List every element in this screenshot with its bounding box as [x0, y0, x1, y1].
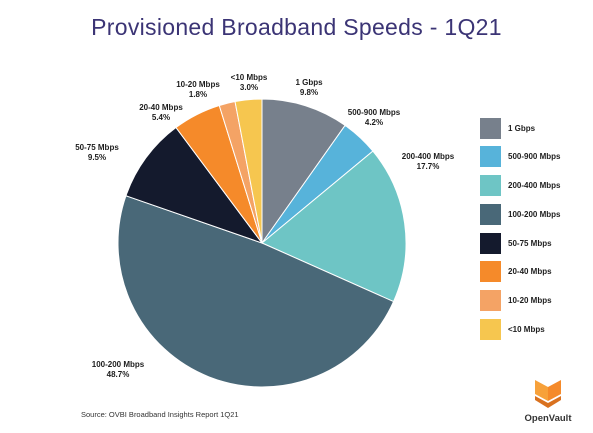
legend-label: 10-20 Mbps: [508, 296, 552, 306]
slice-label-200-400-mbps: 200-400 Mbps 17.7%: [402, 152, 454, 171]
legend-swatch: [480, 319, 501, 341]
pie-slice-1-gbps: [261, 98, 346, 245]
slice-label-lt-10-mbps: <10 Mbps 3.0%: [231, 73, 268, 92]
legend-swatch: [480, 175, 501, 197]
slice-label-name: 200-400 Mbps: [401, 152, 455, 161]
slice-label-value: 4.2%: [364, 117, 384, 127]
slice-label-50-75-mbps: 50-75 Mbps 9.5%: [75, 143, 119, 162]
slice-label-1-gbps: 1 Gbps 9.8%: [295, 78, 322, 97]
slice-label-value: 5.4%: [151, 112, 171, 122]
slice-label-10-20-mbps: 10-20 Mbps 1.8%: [176, 80, 220, 99]
slice-label-name: 1 Gbps: [295, 78, 323, 87]
legend-swatch: [480, 261, 501, 283]
legend-label: <10 Mbps: [508, 325, 545, 335]
slice-label-value: 3.0%: [239, 82, 259, 92]
pie-slice-50-75-mbps: [125, 126, 264, 245]
legend-label: 200-400 Mbps: [508, 181, 561, 191]
legend-item-200-400-mbps: 200-400 Mbps: [480, 175, 560, 197]
legend-item-10-20-mbps: 10-20 Mbps: [480, 290, 560, 312]
pie-slice-200-400-mbps: [261, 150, 407, 303]
legend-swatch: [480, 117, 501, 139]
legend-swatch: [480, 146, 501, 168]
slice-label-value: 9.8%: [299, 87, 319, 97]
openvault-logo-text: OpenVault: [524, 413, 572, 424]
slice-label-value: 9.5%: [87, 152, 107, 162]
slice-label-name: 50-75 Mbps: [75, 143, 119, 152]
legend-label: 1 Gbps: [508, 123, 536, 133]
legend-item-50-75-mbps: 50-75 Mbps: [480, 232, 560, 254]
pie-slice-100-200-mbps: [117, 195, 395, 388]
legend: 1 Gbps 500-900 Mbps 200-400 Mbps 100-200 Mb…: [480, 117, 560, 347]
openvault-logo: OpenVault: [512, 375, 584, 427]
slice-label-100-200-mbps: 100-200 Mbps 48.7%: [92, 360, 144, 379]
slice-label-value: 17.7%: [416, 161, 440, 171]
legend-item-20-40-mbps: 20-40 Mbps: [480, 261, 560, 283]
legend-swatch: [480, 290, 501, 312]
legend-label: 50-75 Mbps: [508, 238, 552, 248]
slice-label-name: 100-200 Mbps: [91, 360, 145, 369]
openvault-logo-icon: [535, 380, 561, 408]
slice-label-20-40-mbps: 20-40 Mbps 5.4%: [139, 103, 183, 122]
slice-label-name: <10 Mbps: [230, 73, 268, 82]
legend-label: 500-900 Mbps: [508, 152, 561, 162]
legend-label: 100-200 Mbps: [508, 209, 561, 219]
pie-slice-lt-10-mbps: [234, 98, 263, 244]
slice-label-name: 10-20 Mbps: [176, 80, 220, 89]
slice-label-value: 48.7%: [106, 369, 130, 379]
legend-swatch: [480, 232, 501, 254]
legend-item-1-gbps: 1 Gbps: [480, 117, 560, 139]
source-note: Source: OVBI Broadband Insights Report 1…: [81, 410, 239, 419]
legend-item-100-200-mbps: 100-200 Mbps: [480, 203, 560, 225]
slice-label-name: 500-900 Mbps: [347, 108, 401, 117]
legend-item-500-900-mbps: 500-900 Mbps: [480, 146, 560, 168]
chart-title: Provisioned Broadband Speeds - 1Q21: [91, 14, 502, 40]
slice-label-500-900-mbps: 500-900 Mbps 4.2%: [348, 108, 400, 127]
slice-label-value: 1.8%: [188, 89, 208, 99]
legend-swatch: [480, 203, 501, 225]
slice-label-name: 20-40 Mbps: [139, 103, 183, 112]
legend-label: 20-40 Mbps: [508, 267, 552, 277]
legend-item-lt-10-mbps: <10 Mbps: [480, 319, 560, 341]
